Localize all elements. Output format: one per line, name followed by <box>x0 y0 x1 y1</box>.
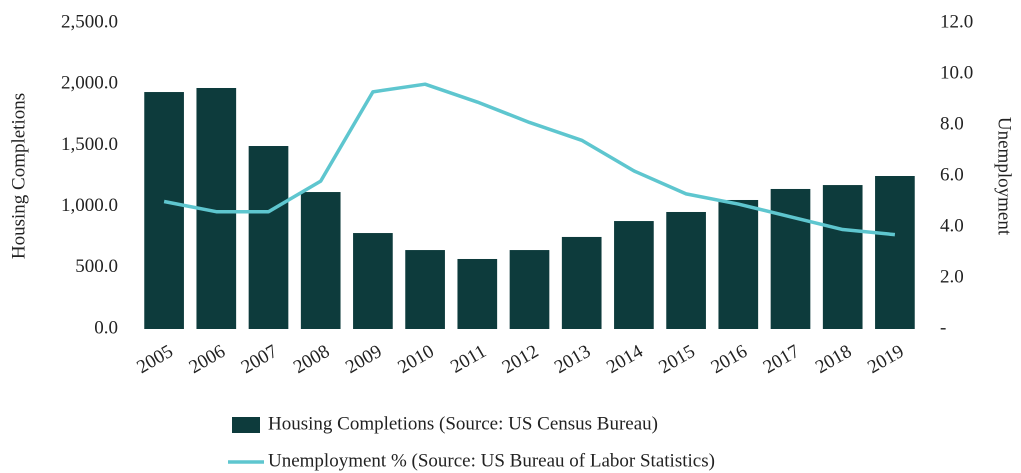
y2-tick-label: 6.0 <box>940 164 964 185</box>
bar <box>300 192 341 329</box>
bar <box>405 250 445 329</box>
legend-label: Unemployment % (Source: US Bureau of Lab… <box>268 450 715 471</box>
y-tick-label: 1,500.0 <box>61 134 118 155</box>
bar <box>248 146 289 329</box>
y-tick-label: 500.0 <box>75 256 118 277</box>
x-tick-label: 2007 <box>238 341 281 378</box>
x-tick-label: 2008 <box>290 341 333 378</box>
x-tick-label: 2010 <box>394 341 437 378</box>
y2-tick-label: 2.0 <box>940 266 964 287</box>
x-tick-label: 2016 <box>708 341 751 378</box>
line <box>163 82 896 237</box>
y-tick-label: 1,000.0 <box>61 195 118 216</box>
y-tick-label: 2,500.0 <box>61 11 118 32</box>
x-tick-label: 2009 <box>342 341 385 378</box>
x-tick-label: 2019 <box>864 341 907 378</box>
bar <box>509 250 550 329</box>
bar <box>457 258 498 329</box>
bar <box>718 199 759 329</box>
y2-axis-title: Unemployment <box>994 117 1015 236</box>
y2-tick-label: 12.0 <box>940 11 973 32</box>
bar <box>614 221 654 329</box>
bar <box>144 92 184 329</box>
x-tick-label: 2013 <box>551 341 594 378</box>
x-tick-label: 2017 <box>760 341 803 378</box>
bar <box>770 188 811 329</box>
bar <box>875 176 915 329</box>
y-tick-label: 0.0 <box>94 317 118 338</box>
y2-tick-label: 4.0 <box>940 215 964 236</box>
x-tick-label: 2006 <box>186 341 229 378</box>
x-tick-label: 2011 <box>447 341 490 378</box>
y2-tick-label: - <box>940 317 946 338</box>
x-tick-label: 2012 <box>499 341 542 378</box>
x-tick-label: 2005 <box>133 341 176 378</box>
bar <box>561 236 602 329</box>
legend-swatch <box>232 417 260 433</box>
bar <box>666 211 706 329</box>
x-tick-label: 2018 <box>812 341 855 378</box>
x-tick-label: 2014 <box>603 341 647 378</box>
y-axis-title: Housing Completions <box>8 93 29 259</box>
legend-label: Housing Completions (Source: US Census B… <box>268 413 658 434</box>
y-tick-label: 2,000.0 <box>61 73 118 94</box>
bar <box>353 233 393 329</box>
y2-tick-label: 8.0 <box>940 113 964 134</box>
y2-tick-label: 10.0 <box>940 62 973 83</box>
x-tick-label: 2015 <box>655 341 698 378</box>
bar <box>822 185 863 329</box>
